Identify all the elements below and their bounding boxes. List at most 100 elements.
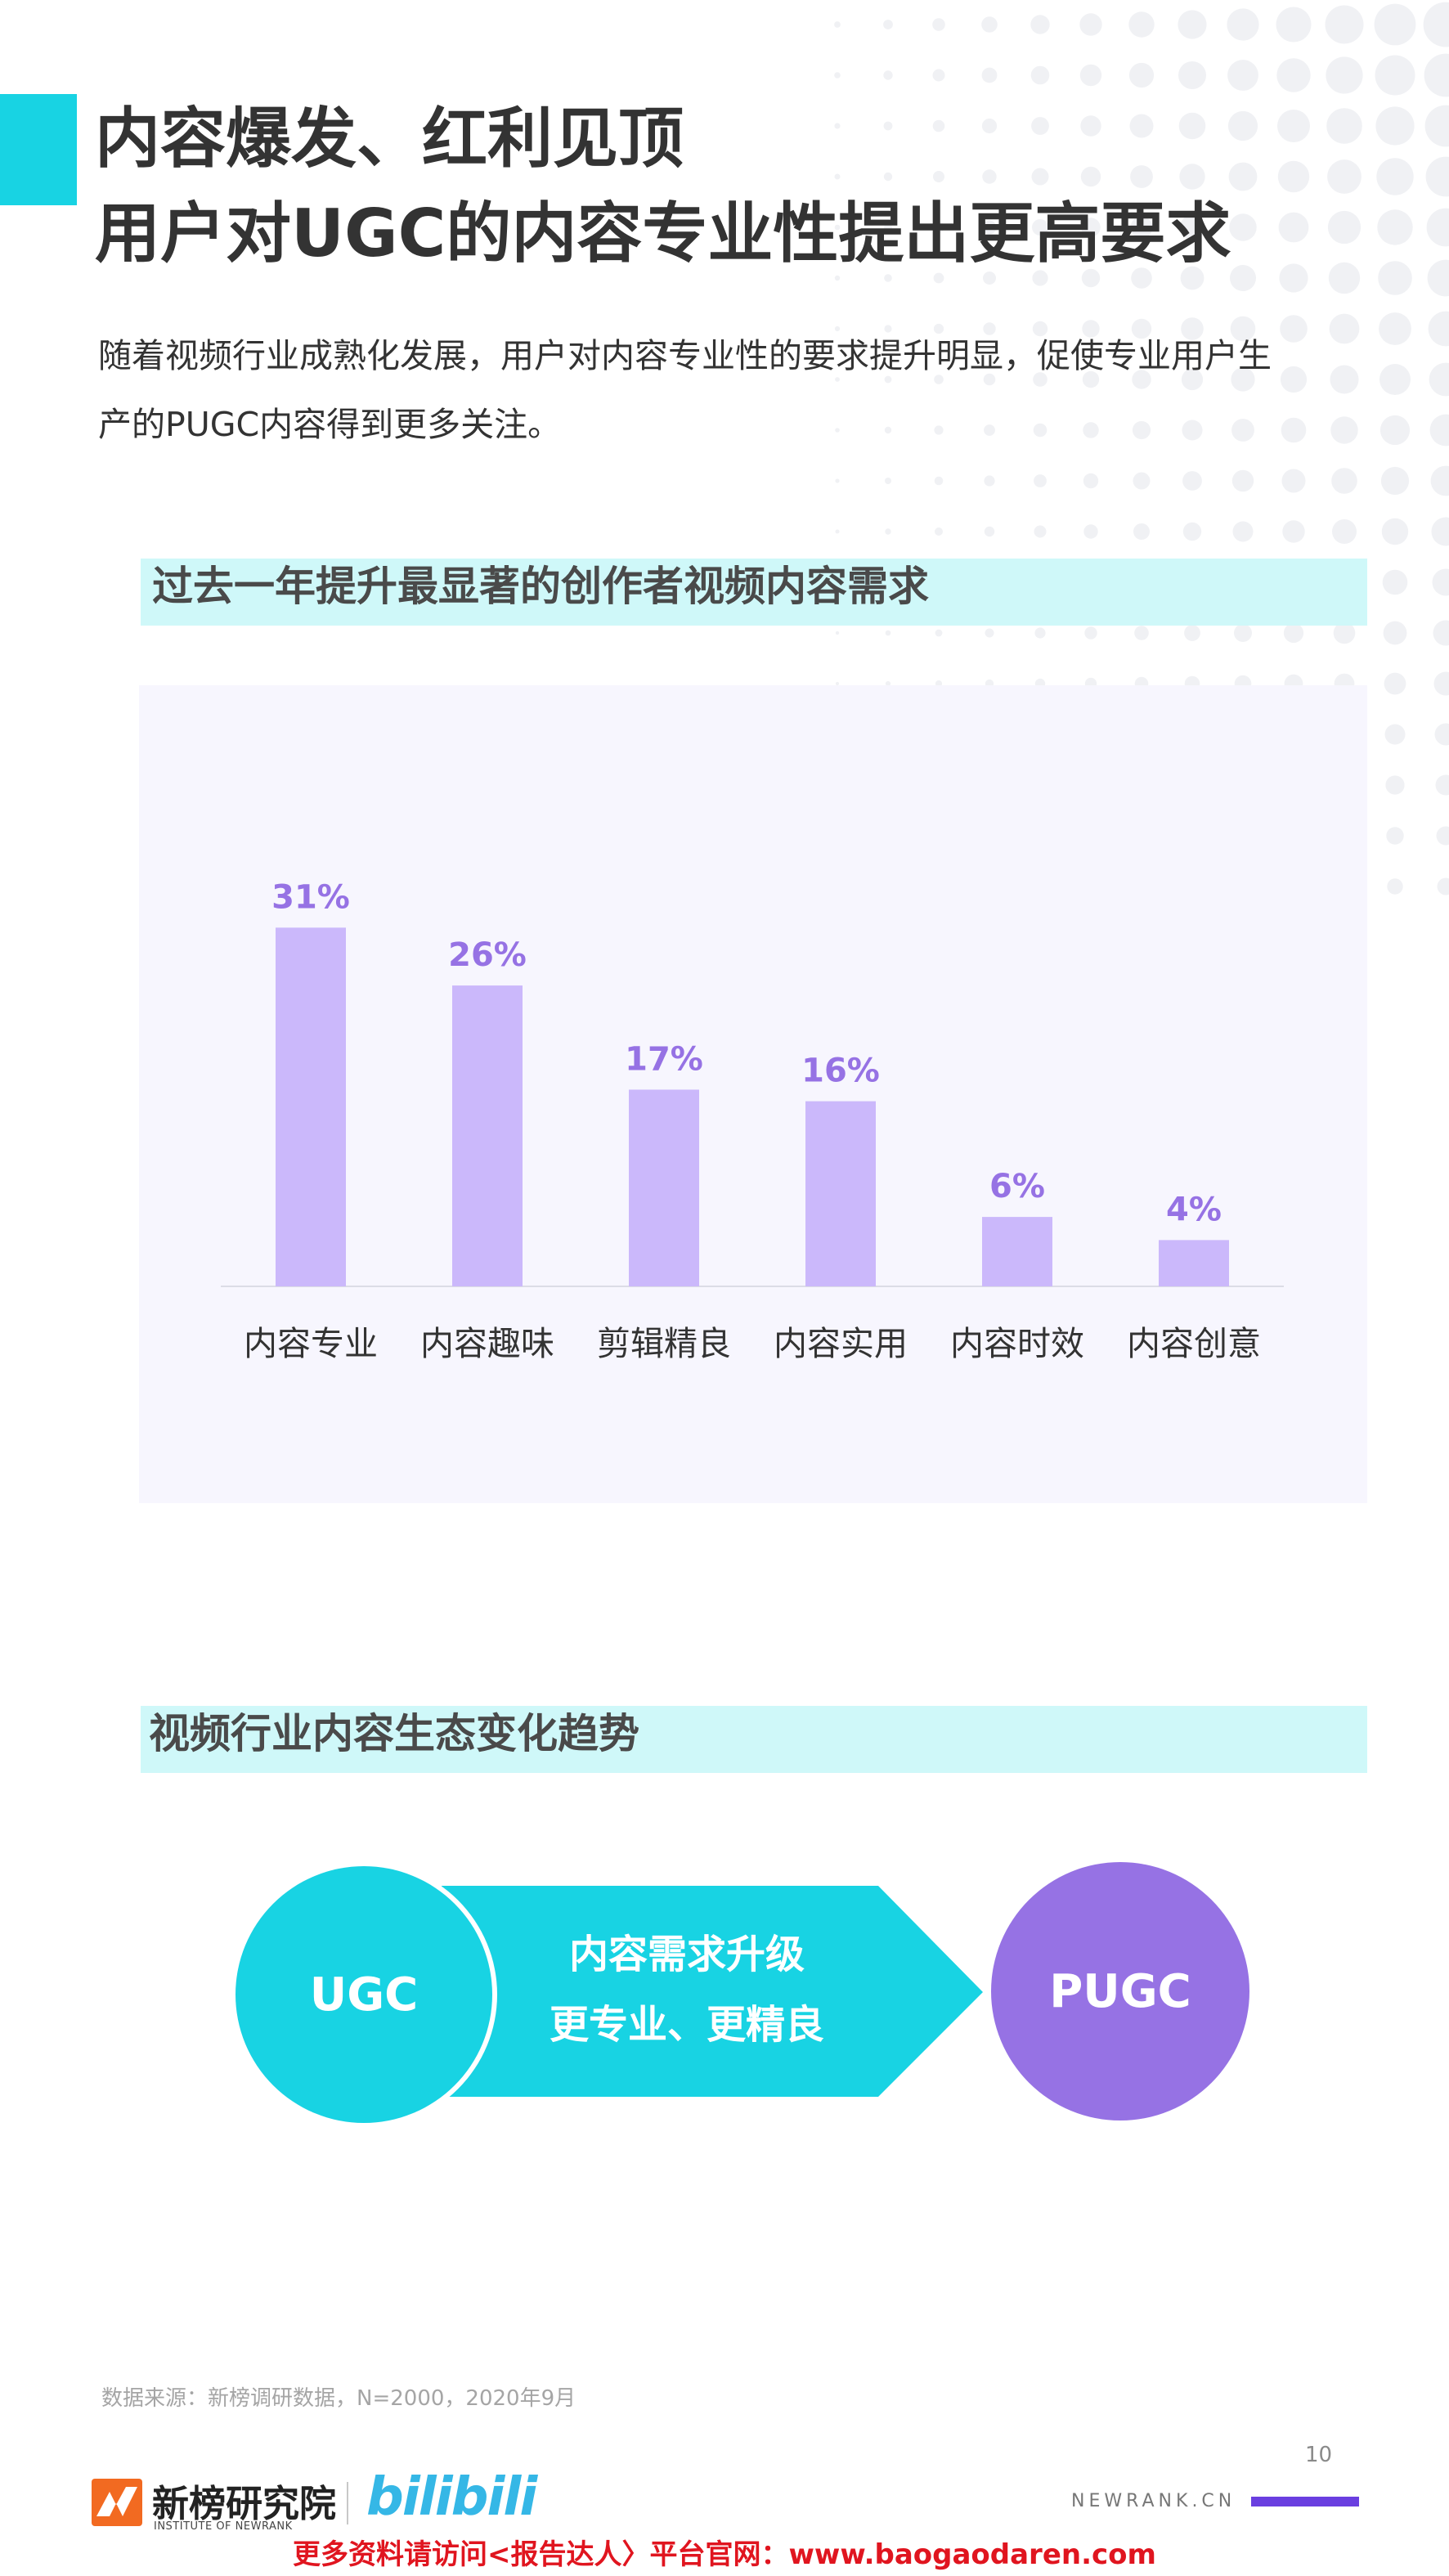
trend-section-title: 视频行业内容生态变化趋势 <box>149 1710 639 1757</box>
background-dot <box>1033 423 1047 438</box>
background-dot <box>1429 414 1449 447</box>
background-dot <box>1333 622 1356 644</box>
background-dot <box>1326 56 1363 94</box>
background-dot <box>883 172 893 182</box>
background-dot <box>934 375 944 384</box>
background-dot <box>1329 313 1360 344</box>
background-dot <box>1079 64 1102 87</box>
background-dot <box>1032 219 1048 236</box>
bar-value-label: 6% <box>989 1168 1045 1205</box>
background-dot <box>1031 168 1049 186</box>
pugc-label: PUGC <box>1049 1964 1191 2018</box>
chart-panel: 31% 内容专业 26% 内容趣味 17% 剪辑精良 16% 内容实用 6% 内容时效 4% 内容创意 <box>139 685 1367 1503</box>
background-dot <box>1377 209 1413 245</box>
background-dot <box>984 526 995 537</box>
background-dot <box>884 274 892 282</box>
intro-paragraph: 随着视频行业成熟化发展，用户对内容专业性的要求提升明显，促使专业用户生 产的PU… <box>98 321 1374 459</box>
background-dot <box>981 67 998 83</box>
bar-value-label: 17% <box>625 1040 703 1078</box>
background-dot <box>1132 370 1151 389</box>
background-dot <box>932 18 945 31</box>
background-dot <box>983 373 996 386</box>
background-dot <box>885 478 891 484</box>
background-dot <box>1179 214 1205 240</box>
background-dot <box>1128 62 1155 88</box>
background-dot <box>1128 11 1155 38</box>
background-dot <box>1280 366 1308 393</box>
background-dot <box>933 323 944 334</box>
background-dot <box>1326 108 1362 144</box>
bar <box>276 927 346 1286</box>
background-dot <box>1384 724 1406 745</box>
background-dot <box>1231 367 1255 392</box>
background-dot <box>1278 212 1309 243</box>
site-accent-line <box>1251 2497 1359 2506</box>
background-dot <box>1434 723 1449 746</box>
background-dot <box>1181 317 1204 340</box>
background-dot <box>1279 263 1308 293</box>
background-dot <box>1382 569 1408 595</box>
page-title: 内容爆发、红利见顶 用户对UGC的内容专业性提出更高要求 <box>95 92 1231 281</box>
background-dot <box>934 425 944 435</box>
background-dot <box>884 426 892 434</box>
background-dot <box>1385 775 1405 795</box>
background-dot <box>932 69 945 82</box>
background-dot <box>984 424 995 436</box>
background-dot <box>1180 266 1205 290</box>
background-dot <box>834 275 841 281</box>
background-dot <box>1277 160 1310 193</box>
background-dot <box>883 121 893 131</box>
background-dot <box>1230 265 1256 291</box>
background-dot <box>835 478 840 483</box>
background-dot <box>1231 469 1254 492</box>
category-label: 内容趣味 <box>420 1324 554 1363</box>
background-dot <box>1134 626 1149 640</box>
background-dot <box>1082 370 1100 388</box>
background-dot <box>1034 627 1046 639</box>
bar-value-label: 4% <box>1166 1191 1222 1228</box>
background-dot <box>1282 520 1305 543</box>
arrow-text-line-1: 内容需求升级 <box>568 1932 805 1977</box>
background-dot <box>1375 106 1415 146</box>
category-label: 内容创意 <box>1127 1324 1261 1363</box>
background-dot <box>1182 522 1202 541</box>
ugc-label: UGC <box>309 1968 419 2022</box>
background-dot <box>834 72 841 79</box>
background-dot <box>1436 826 1449 846</box>
background-dot <box>1283 622 1304 644</box>
background-dot <box>1030 15 1050 34</box>
page-title-line-1: 内容爆发、红利见顶 <box>95 101 684 177</box>
background-dot <box>934 476 944 486</box>
background-dot <box>981 118 998 134</box>
background-dot <box>1178 112 1206 140</box>
background-dot <box>1374 3 1416 46</box>
bar <box>629 1089 699 1286</box>
background-dot <box>1230 316 1256 342</box>
trend-diagram: UGC 内容需求升级 更专业、更精良 PUGC <box>0 1848 1449 2126</box>
background-dot <box>1081 218 1101 237</box>
background-dot <box>1325 5 1364 44</box>
background-dot <box>834 224 841 231</box>
background-dot <box>1227 60 1258 91</box>
background-dot <box>835 428 840 433</box>
category-label: 内容实用 <box>774 1324 908 1363</box>
background-dot <box>1379 312 1411 345</box>
background-dot <box>935 527 943 536</box>
background-dot <box>933 272 944 284</box>
background-dot <box>1084 626 1097 640</box>
logo-divider <box>347 2482 348 2524</box>
arrow-text-line-2: 更专业、更精良 <box>549 2002 824 2048</box>
background-dot <box>1178 10 1207 39</box>
background-dot <box>1378 261 1412 295</box>
background-dot <box>1383 621 1407 645</box>
bar-chart: 31% 内容专业 26% 内容趣味 17% 剪辑精良 16% 内容实用 6% 内容时效 4% 内容创意 <box>221 878 1284 1363</box>
background-dot <box>1231 419 1254 442</box>
background-dot <box>1133 523 1150 540</box>
background-dot <box>1179 164 1205 190</box>
background-dot <box>1277 110 1310 142</box>
background-dot <box>884 223 892 231</box>
bar-value-label: 31% <box>271 878 350 916</box>
background-dot <box>835 377 840 382</box>
background-dot <box>883 20 893 29</box>
background-dot <box>1428 311 1449 347</box>
